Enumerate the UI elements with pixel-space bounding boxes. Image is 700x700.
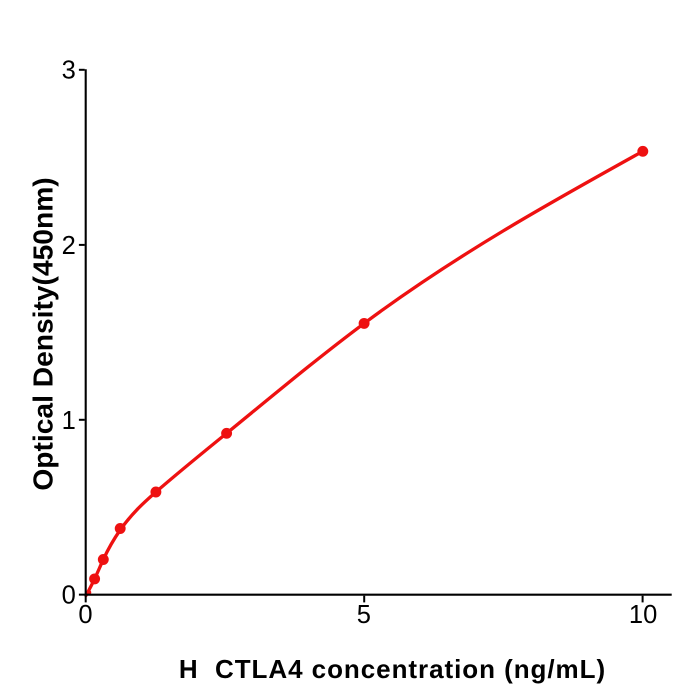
svg-text:0: 0 [78,601,92,629]
svg-text:H CTLA4 concentration (ng/mL): H CTLA4 concentration (ng/mL) [179,654,606,684]
svg-text:10: 10 [629,601,657,629]
svg-text:Optical Density(450nm): Optical Density(450nm) [27,177,59,490]
svg-text:5: 5 [357,601,371,629]
svg-text:2: 2 [62,232,76,260]
svg-text:1: 1 [62,407,76,435]
svg-text:0: 0 [62,582,76,610]
svg-text:3: 3 [62,57,76,85]
